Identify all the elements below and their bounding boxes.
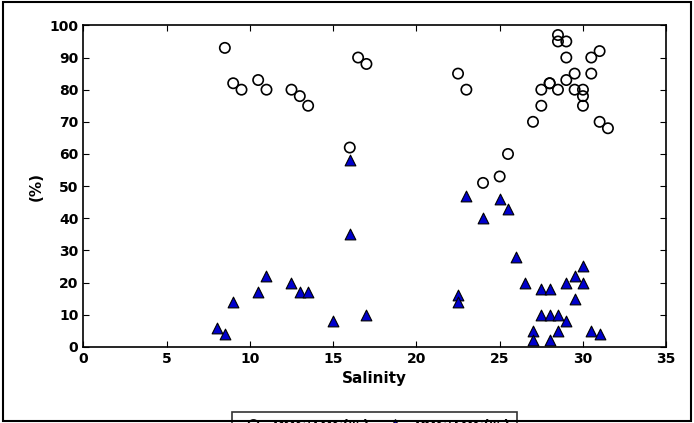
- Point: [477, 179, 489, 186]
- Point: [253, 77, 264, 83]
- Point: [536, 102, 547, 109]
- Point: [261, 86, 272, 93]
- Point: [294, 93, 305, 99]
- Point: [361, 311, 372, 318]
- Point: [594, 48, 605, 55]
- Point: [544, 286, 555, 292]
- Point: [461, 192, 472, 199]
- Point: [594, 331, 605, 338]
- Point: [569, 70, 580, 77]
- Point: [228, 80, 239, 87]
- Point: [452, 299, 464, 305]
- Point: [344, 157, 355, 164]
- Point: [511, 253, 522, 260]
- Point: [577, 263, 589, 270]
- Point: [544, 311, 555, 318]
- Point: [452, 292, 464, 299]
- Point: [561, 54, 572, 61]
- Point: [527, 118, 539, 125]
- Point: [502, 205, 514, 212]
- Point: [602, 125, 613, 132]
- Point: [253, 289, 264, 296]
- Point: [552, 32, 564, 38]
- Point: [552, 86, 564, 93]
- Point: [328, 318, 339, 324]
- Point: [536, 286, 547, 292]
- Point: [594, 118, 605, 125]
- Y-axis label: (%): (%): [29, 172, 44, 201]
- Legend: DOC/TOC(%), POC/TOC(%): DOC/TOC(%), POC/TOC(%): [232, 412, 517, 423]
- Point: [236, 86, 247, 93]
- Point: [577, 279, 589, 286]
- Point: [569, 273, 580, 280]
- Point: [577, 93, 589, 99]
- Point: [219, 44, 230, 51]
- Point: [569, 86, 580, 93]
- Point: [461, 86, 472, 93]
- Point: [344, 231, 355, 238]
- Point: [502, 151, 514, 157]
- Point: [561, 318, 572, 324]
- Point: [353, 54, 364, 61]
- X-axis label: Salinity: Salinity: [342, 371, 407, 386]
- Point: [561, 279, 572, 286]
- Point: [527, 327, 539, 334]
- Point: [344, 144, 355, 151]
- Point: [477, 215, 489, 222]
- Point: [569, 295, 580, 302]
- Point: [552, 311, 564, 318]
- Point: [294, 289, 305, 296]
- Point: [228, 299, 239, 305]
- Point: [494, 173, 505, 180]
- Point: [544, 80, 555, 87]
- Point: [552, 327, 564, 334]
- Point: [586, 54, 597, 61]
- Point: [303, 289, 314, 296]
- Point: [303, 102, 314, 109]
- Point: [577, 86, 589, 93]
- Point: [261, 273, 272, 280]
- Point: [552, 38, 564, 45]
- Point: [527, 337, 539, 344]
- Point: [286, 279, 297, 286]
- Point: [286, 86, 297, 93]
- Point: [577, 102, 589, 109]
- Point: [361, 60, 372, 67]
- Point: [586, 327, 597, 334]
- Point: [211, 324, 222, 331]
- Point: [544, 337, 555, 344]
- Point: [519, 279, 530, 286]
- Point: [561, 77, 572, 83]
- Point: [561, 38, 572, 45]
- Point: [536, 86, 547, 93]
- Point: [544, 80, 555, 87]
- Point: [494, 195, 505, 202]
- Point: [536, 311, 547, 318]
- Point: [586, 70, 597, 77]
- Point: [219, 331, 230, 338]
- Point: [452, 70, 464, 77]
